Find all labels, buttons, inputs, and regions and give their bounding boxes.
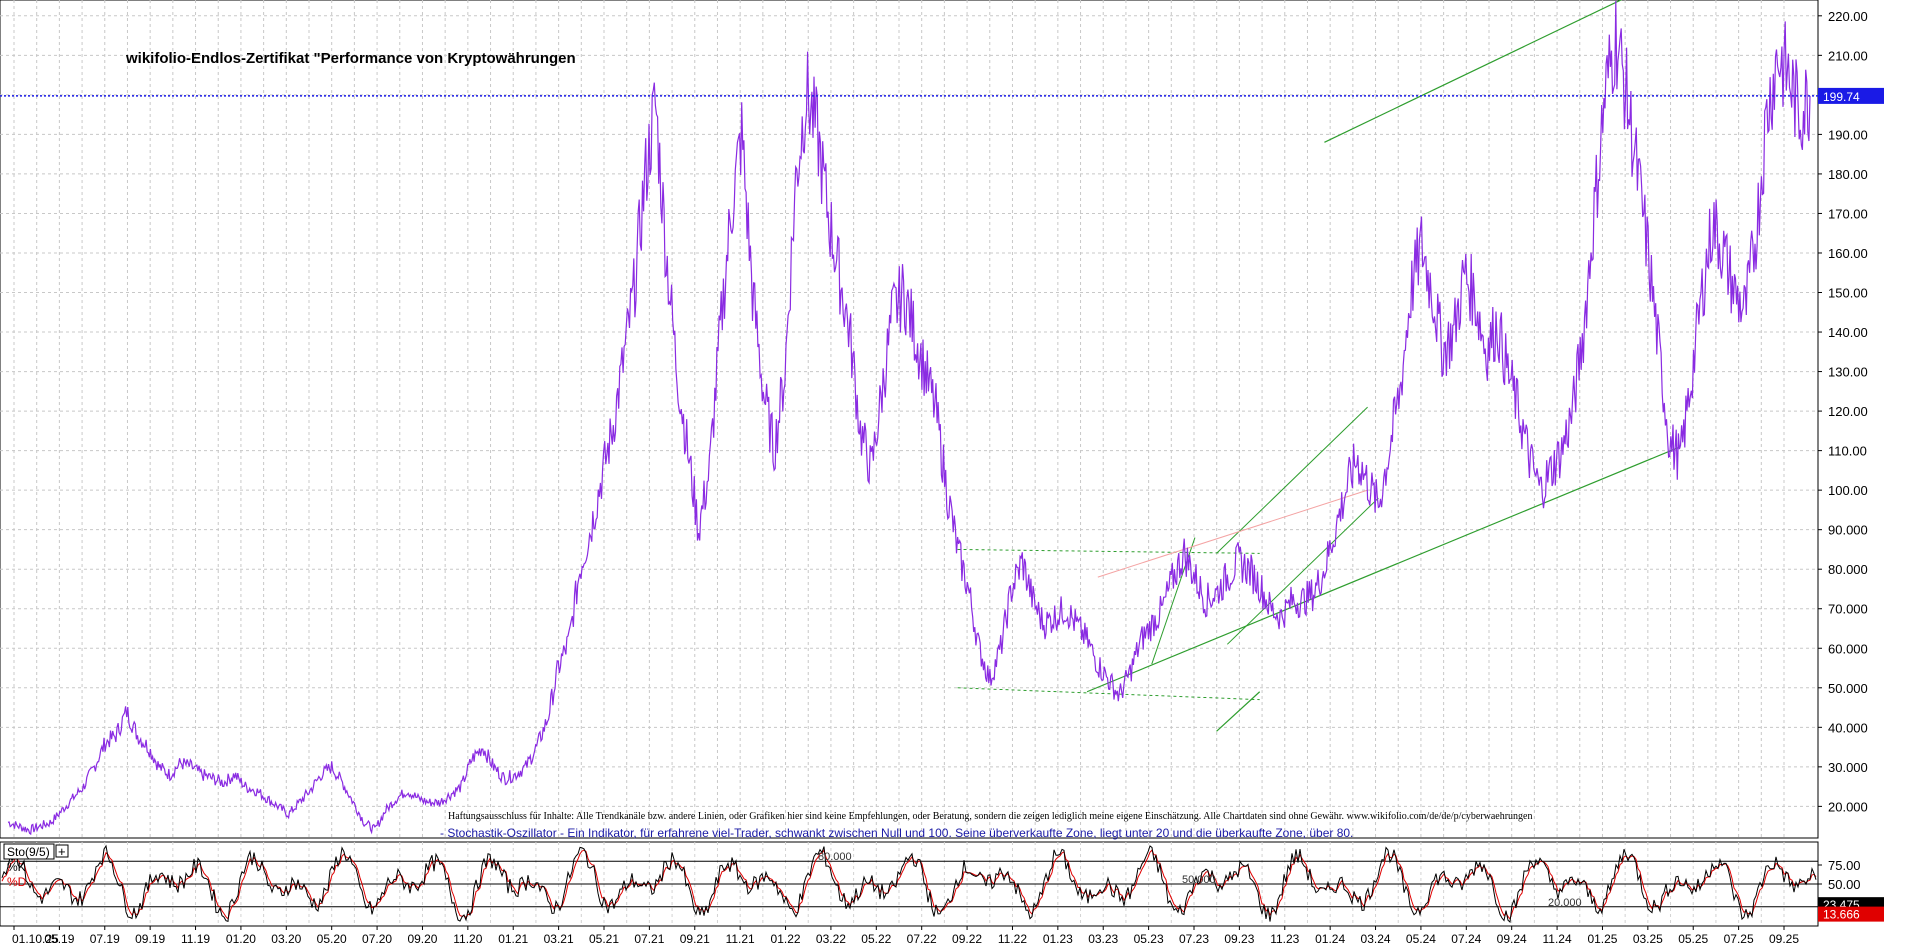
y-tick-label: 220.00 [1828,9,1868,24]
oscillator-description: - Stochastik-Oszillator - Ein Indikator,… [440,826,1353,840]
y-tick-label: 90.000 [1828,523,1868,538]
x-tick-label: 05.19 [44,932,74,946]
support-dotted-line [957,687,1260,701]
stochastic-panel: 80.000 50.000 20.000 75.00 50.00 Sto(9/5) + … [0,841,1884,927]
d-value-label: 13.666 [1823,908,1860,922]
stochastic-k-line [1,844,1817,924]
x-tick-label: 01.10.25 [12,932,59,946]
chart-title: wikifolio-Endlos-Zertifikat "Performance… [125,50,576,67]
x-tick-label: 05.25 [1678,932,1708,946]
x-tick-label: 07.22 [907,932,937,946]
upper-channel-line [1324,0,1623,143]
x-tick-label: 07.21 [634,932,664,946]
y-tick-label: 70.000 [1828,602,1868,617]
x-tick-label: 09.19 [135,932,165,946]
x-tick-label: 07.20 [362,932,392,946]
d-value-badge: 13.666 [1818,906,1884,922]
y-tick-label: 100.00 [1828,483,1868,498]
x-tick-label: 07.19 [90,932,120,946]
y-tick-label: 130.00 [1828,365,1868,380]
y-tick-label: 210.00 [1828,48,1868,63]
x-tick-label: 11.24 [1543,932,1572,946]
x-tick-label: 03.22 [816,932,846,946]
y-tick-label: 190.00 [1828,127,1868,142]
lower-channel-line [1086,446,1681,693]
x-tick-label: 09.24 [1497,932,1527,946]
y-tick-label: 40.000 [1828,720,1868,735]
y-tick-label: 60.000 [1828,641,1868,656]
osc-tick-label: 75.00 [1828,858,1861,873]
stochastic-axis: 80.000 50.000 20.000 75.00 50.00 [818,851,1861,909]
x-tick-label: 03.20 [271,932,301,946]
x-tick-label: 07.25 [1724,932,1754,946]
stochastic-legend: Sto(9/5) + %K %D [3,843,69,889]
y-tick-label: 180.00 [1828,167,1868,182]
price-series-line [7,0,1811,836]
disclaimer-text: Haftungsausschluss für Inhalte: Alle Tre… [448,811,1533,822]
x-tick-label: 07.23 [1179,932,1209,946]
steep-channel-lower [1226,497,1379,645]
resistance-dotted-line [957,548,1260,554]
x-tick-label: 11.23 [1270,932,1299,946]
last-value-label: 199.74 [1823,90,1860,104]
x-tick-label: 11.20 [453,932,482,946]
x-tick-label: 05.24 [1406,932,1436,946]
x-tick-label: 09.22 [952,932,982,946]
x-tick-label: 11.22 [998,932,1027,946]
osc-tick-label: 50.00 [1828,877,1861,892]
x-tick-label: 09.25 [1769,932,1799,946]
pink-trend-line [1097,489,1368,578]
price-panel-frame [0,0,1819,839]
x-tick-label: 11.21 [726,932,755,946]
y-tick-label: 110.00 [1828,444,1867,459]
x-tick-label: 09.20 [407,932,437,946]
x-tick-label: 05.22 [861,932,891,946]
x-tick-label: 03.21 [544,932,574,946]
y-tick-label: 30.000 [1828,760,1868,775]
x-tick-label: 07.24 [1451,932,1481,946]
price-grid [0,0,1818,838]
x-tick-label: 05.21 [589,932,619,946]
k-legend: %K [7,860,26,874]
price-panel: 20.000 30.000 40.000 50.000 60.000 70.000 80.0… [0,0,1884,840]
x-tick-label: 03.24 [1361,932,1391,946]
osc-level-label: 50.000 [1182,874,1216,886]
x-tick-label: 01.22 [771,932,801,946]
y-tick-label: 80.000 [1828,562,1868,577]
stochastic-name: Sto(9/5) [7,845,50,859]
expand-icon[interactable] [55,844,69,858]
x-tick-label: 01.24 [1315,932,1345,946]
osc-level-label: 20.000 [1548,897,1582,909]
d-legend: %D [7,875,27,889]
x-tick-label: 01.21 [498,932,528,946]
lower-channel-start [1216,691,1261,732]
x-tick-label: 01.23 [1043,932,1073,946]
x-tick-label: 03.23 [1088,932,1118,946]
plus-icon: + [58,844,66,859]
x-tick-label: 05.23 [1134,932,1164,946]
x-tick-label: 03.25 [1633,932,1663,946]
y-tick-label: 120.00 [1828,404,1868,419]
osc-level-label: 80.000 [818,851,852,863]
y-tick-label: 150.00 [1828,286,1868,301]
x-tick-label: 09.21 [680,932,710,946]
x-tick-label: 01.25 [1587,932,1617,946]
y-tick-label: 140.00 [1828,325,1868,340]
x-tick-label: 11.19 [181,932,210,946]
x-tick-label: 05.20 [317,932,347,946]
y-tick-label: 50.000 [1828,681,1868,696]
trend-lines [957,0,1681,732]
y-tick-label: 170.00 [1828,206,1868,221]
steep-channel-upper [1216,406,1368,554]
y-tick-label: 20.000 [1828,799,1868,814]
y-tick-label: 160.00 [1828,246,1868,261]
x-tick-label: 01.20 [226,932,256,946]
x-tick-label: 09.23 [1224,932,1254,946]
last-value-badge: 199.74 [1818,87,1884,104]
